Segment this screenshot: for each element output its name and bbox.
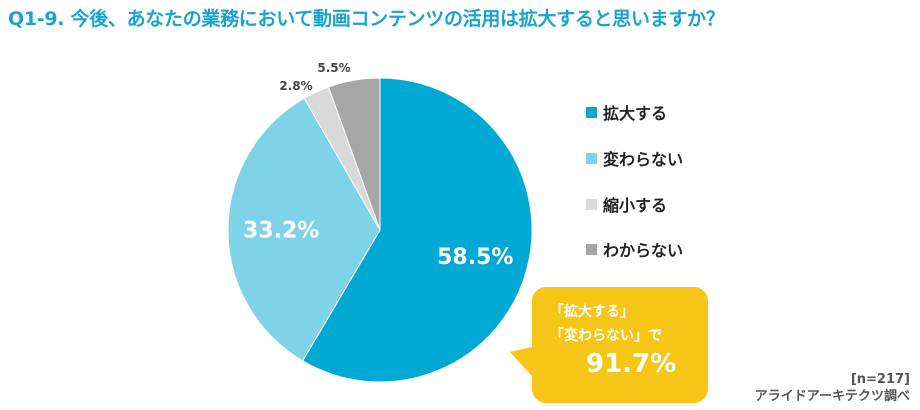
source-note: [n=217] アライドアーキテクツ調べ — [755, 371, 910, 405]
legend-swatch — [586, 198, 597, 210]
legend-label: 縮小する — [603, 196, 668, 215]
legend-label: 変わらない — [603, 150, 684, 169]
chart-title: Q1-9. 今後、あなたの業務において動画コンテンツの活用は拡大すると思いますか… — [8, 8, 725, 30]
legend-item-shrink: 縮小する — [586, 192, 667, 216]
source: アライドアーキテクツ調べ — [754, 389, 910, 404]
pie-slice-0 — [301, 77, 533, 383]
legend-swatch — [586, 106, 597, 118]
slice-label-0: 58.5% — [437, 245, 513, 270]
slice-label-2: 2.8% — [279, 79, 312, 93]
legend-swatch — [586, 152, 597, 164]
callout-line2: 「変わらない」で — [550, 328, 662, 344]
legend-item-unchanged: 変わらない — [586, 146, 683, 170]
callout-line1: 「拡大する」 — [550, 304, 634, 320]
pie-slice-3 — [327, 77, 381, 231]
slice-label-1: 33.2% — [243, 218, 319, 243]
slice-label-3: 5.5% — [317, 61, 350, 75]
sample-size: [n=217] — [850, 372, 910, 387]
callout-value: 91.7% — [586, 349, 677, 379]
callout-bubble: 「拡大する」 「変わらない」で 91.7% — [532, 287, 708, 403]
legend-item-expand: 拡大する — [586, 100, 667, 124]
legend-swatch — [586, 243, 597, 255]
legend-label: 拡大する — [603, 104, 668, 123]
pie-slice-1 — [227, 97, 381, 362]
legend-item-unknown: わからない — [586, 237, 683, 261]
legend-label: わからない — [603, 241, 684, 260]
